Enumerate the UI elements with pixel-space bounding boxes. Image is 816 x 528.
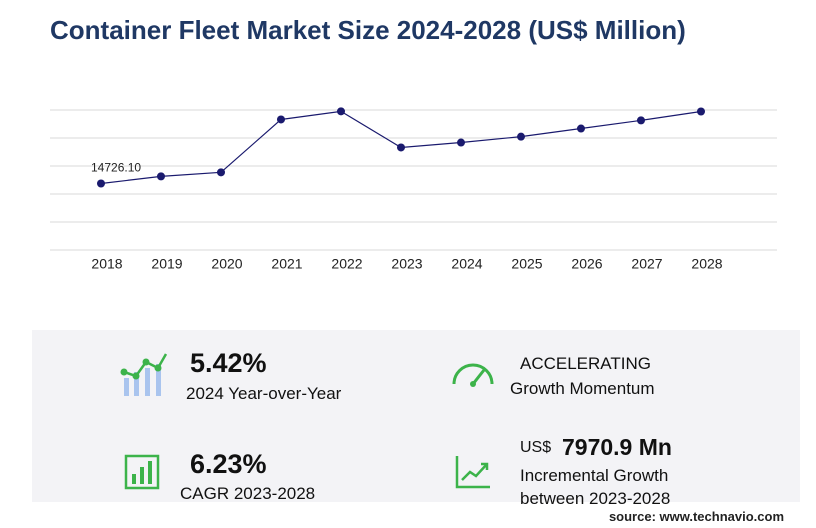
x-tick-label: 2022 <box>331 256 362 272</box>
x-tick-label: 2024 <box>451 256 482 272</box>
data-point <box>277 115 285 124</box>
x-tick-label: 2028 <box>691 256 722 272</box>
data-label: 14726.10 <box>91 161 141 175</box>
x-tick-label: 2019 <box>151 256 182 272</box>
x-tick-label: 2021 <box>271 256 302 272</box>
momentum-icon <box>452 363 494 387</box>
momentum-value: ACCELERATING <box>520 354 651 373</box>
x-tick-label: 2025 <box>511 256 542 272</box>
yoy-icon <box>120 353 168 396</box>
increment-label-2: between 2023-2028 <box>520 489 671 508</box>
x-tick-label: 2020 <box>211 256 242 272</box>
data-point <box>577 124 585 133</box>
chart: Container Fleet Market Size 2024-2028 (U… <box>50 15 777 272</box>
data-point <box>217 168 225 177</box>
cagr-icon <box>124 454 160 490</box>
data-point <box>397 143 405 152</box>
increment-label: Incremental Growth <box>520 466 669 485</box>
increment-prefix: US$ <box>520 439 552 456</box>
data-point <box>517 132 525 141</box>
data-point <box>97 179 105 188</box>
x-tick-label: 2023 <box>391 256 422 272</box>
cagr-label: CAGR 2023-2028 <box>180 484 316 503</box>
x-tick-label: 2026 <box>571 256 602 272</box>
data-point <box>157 172 165 181</box>
momentum-label: Growth Momentum <box>510 379 655 398</box>
yoy-value: 5.42% <box>190 348 267 378</box>
source: source: www.technavio.com <box>608 509 784 524</box>
highlights-panel <box>32 330 800 502</box>
increment-value: 7970.9 Mn <box>562 434 672 460</box>
x-tick-label: 2018 <box>91 256 122 272</box>
data-point <box>637 116 645 125</box>
cagr-value: 6.23% <box>190 449 267 479</box>
yoy-label: 2024 Year-over-Year <box>186 384 342 403</box>
chart-title: Container Fleet Market Size 2024-2028 (U… <box>50 15 686 45</box>
data-point <box>697 107 705 116</box>
x-tick-label: 2027 <box>631 256 662 272</box>
data-point <box>337 107 345 116</box>
increment-icon <box>455 456 490 489</box>
data-point <box>457 138 465 147</box>
